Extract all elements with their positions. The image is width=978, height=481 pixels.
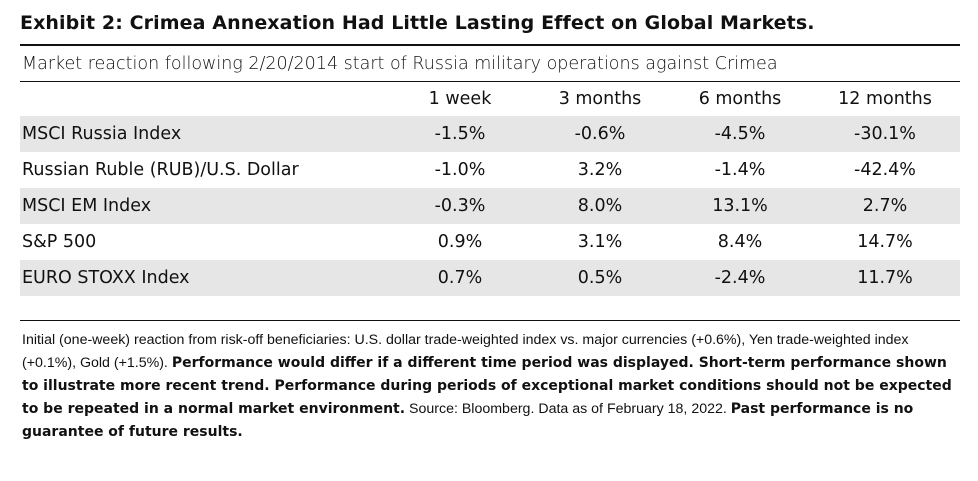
- column-header-12-months: 12 months: [838, 89, 932, 109]
- market-reaction-table: 1 week 3 months 6 months 12 months MSCI …: [20, 82, 960, 296]
- table-cell: -30.1%: [854, 124, 916, 144]
- table-cell: 3.1%: [577, 232, 623, 252]
- footnote-disclaimer-performance: Performance would differ if a different …: [22, 355, 952, 417]
- row-label: S&P 500: [22, 232, 97, 252]
- footnote-source: Source: Bloomberg. Data as of February 1…: [405, 401, 731, 417]
- row-label: EURO STOXX Index: [22, 268, 190, 288]
- table-cell: -42.4%: [854, 160, 916, 180]
- bottom-divider: [20, 320, 960, 321]
- table-cell: 14.7%: [857, 232, 913, 252]
- row-label: MSCI EM Index: [22, 196, 152, 216]
- table-cell: 3.2%: [577, 160, 623, 180]
- table-cell: 13.1%: [712, 196, 768, 216]
- table-cell: -0.3%: [434, 196, 486, 216]
- table-row: S&P 500 0.9% 3.1% 8.4% 14.7%: [20, 224, 960, 260]
- table-cell: 2.7%: [862, 196, 908, 216]
- table-cell: 0.9%: [437, 232, 483, 252]
- exhibit-title: Exhibit 2: Crimea Annexation Had Little …: [20, 0, 960, 46]
- column-header-3-months: 3 months: [558, 89, 642, 109]
- footnote-text-initial: Initial (one-week) reaction from risk-of…: [22, 332, 909, 371]
- table-cell: -4.5%: [714, 124, 766, 144]
- table-header-row: 1 week 3 months 6 months 12 months: [20, 82, 960, 116]
- table-cell: -0.6%: [574, 124, 626, 144]
- column-header-6-months: 6 months: [698, 89, 782, 109]
- column-header-1-week: 1 week: [428, 89, 492, 109]
- row-label: MSCI Russia Index: [22, 124, 182, 144]
- exhibit: Exhibit 2: Crimea Annexation Had Little …: [20, 0, 960, 444]
- footnote: Initial (one-week) reaction from risk-of…: [20, 321, 960, 444]
- table-cell: -1.5%: [434, 124, 486, 144]
- header-label-cell: [20, 82, 390, 116]
- table-row: EURO STOXX Index 0.7% 0.5% -2.4% 11.7%: [20, 260, 960, 296]
- table-row: MSCI EM Index -0.3% 8.0% 13.1% 2.7%: [20, 188, 960, 224]
- table-cell: 11.7%: [857, 268, 913, 288]
- exhibit-subtitle: Market reaction following 2/20/2014 star…: [20, 46, 960, 82]
- table-cell: -2.4%: [714, 268, 766, 288]
- footnote-disclaimer-past-performance: Past performance is no guarantee of futu…: [22, 401, 914, 440]
- table-row: Russian Ruble (RUB)/U.S. Dollar -1.0% 3.…: [20, 152, 960, 188]
- table-cell: 8.0%: [577, 196, 623, 216]
- table-cell: 8.4%: [717, 232, 763, 252]
- table-cell: 0.5%: [577, 268, 623, 288]
- table-row: MSCI Russia Index -1.5% -0.6% -4.5% -30.…: [20, 116, 960, 152]
- table-cell: 0.7%: [437, 268, 483, 288]
- table-cell: -1.0%: [434, 160, 486, 180]
- row-label: Russian Ruble (RUB)/U.S. Dollar: [22, 160, 299, 180]
- table-cell: -1.4%: [714, 160, 766, 180]
